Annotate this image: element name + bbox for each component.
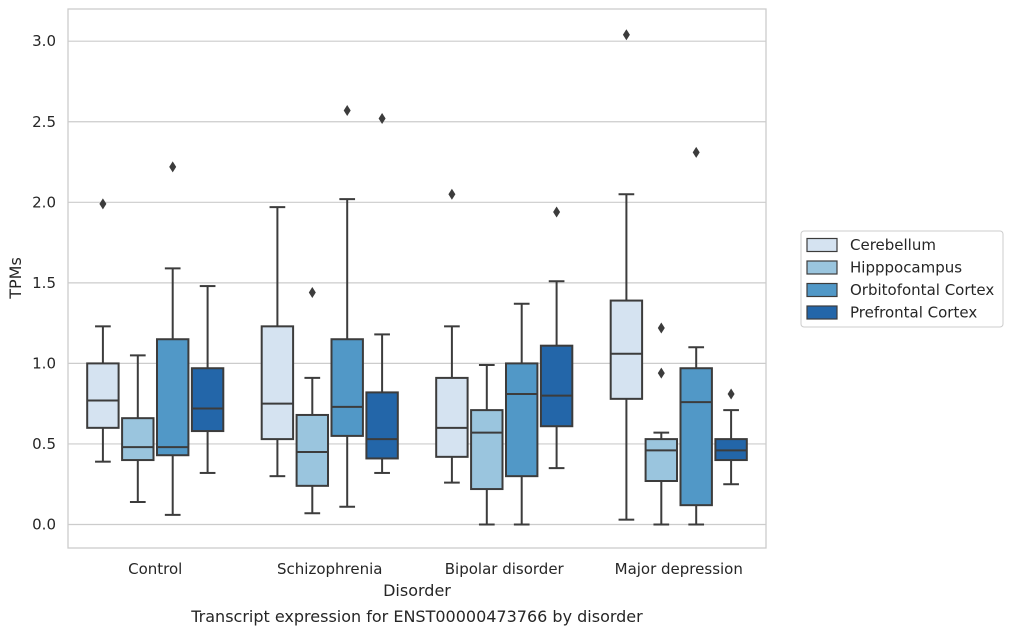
box-group <box>365 113 399 474</box>
chart-caption: Transcript expression for ENST0000047376… <box>190 607 643 626</box>
x-tick-labels: Control Schizophrenia Bipolar disorder Majo… <box>128 560 743 578</box>
outlier-point <box>308 287 316 299</box>
box <box>470 409 504 491</box>
box <box>121 417 155 462</box>
y-tick-label: 1.0 <box>32 354 56 372</box>
y-tick-label: 0.5 <box>32 435 56 453</box>
box <box>190 367 225 433</box>
outlier-point <box>99 198 107 210</box>
y-tick-label: 2.5 <box>32 113 56 131</box>
legend-swatch <box>806 305 838 320</box>
box-group <box>190 285 225 474</box>
box <box>295 413 330 487</box>
box-group <box>644 322 679 526</box>
outlier-point <box>378 113 386 125</box>
box <box>539 344 574 428</box>
outlier-point <box>553 206 561 218</box>
x-tick-label: Schizophrenia <box>277 560 382 578</box>
box-group <box>86 198 120 463</box>
y-axis-label: TPMs <box>6 257 25 300</box>
box-group <box>714 388 748 486</box>
x-tick-label: Control <box>128 560 182 578</box>
box <box>644 438 679 483</box>
box <box>609 299 644 400</box>
legend-swatch <box>806 260 838 275</box>
box <box>155 338 190 457</box>
outlier-point <box>692 146 700 158</box>
legend-label: Orbitofontal Cortex <box>850 281 994 299</box>
outlier-point <box>727 388 735 400</box>
box <box>86 362 120 429</box>
y-tick-label: 3.0 <box>32 32 56 50</box>
box-group <box>539 206 574 470</box>
legend-swatch <box>806 282 838 298</box>
box-group <box>504 302 539 526</box>
y-tick-label: 1.5 <box>32 274 56 292</box>
box-group <box>121 354 155 503</box>
box <box>435 376 469 458</box>
box-plot-area <box>86 29 748 526</box>
legend: Cerebellum Hipppocampus Orbitofontal Corte… <box>800 230 1004 328</box>
outlier-point <box>657 322 665 334</box>
box <box>260 325 295 441</box>
box <box>504 362 539 478</box>
box-group <box>679 146 713 526</box>
x-tick-label: Bipolar disorder <box>445 560 565 578</box>
box-group <box>260 206 295 478</box>
legend-swatch <box>806 237 838 253</box>
box <box>330 338 364 437</box>
box-group <box>155 161 190 516</box>
x-axis-label: Disorder <box>383 581 451 600</box>
outlier-point <box>343 104 351 116</box>
legend-frame <box>800 230 1004 328</box>
y-tick-label: 2.0 <box>32 193 56 211</box>
y-tick-label: 0.0 <box>32 516 56 534</box>
x-tick-label: Major depression <box>615 560 743 578</box>
box-group <box>435 188 469 484</box>
plot-frame <box>67 8 767 549</box>
outlier-point <box>448 188 456 200</box>
box-group <box>330 104 364 508</box>
legend-label: Prefrontal Cortex <box>850 304 977 322</box>
box-group <box>295 287 330 515</box>
box <box>365 391 399 460</box>
box-group <box>470 364 504 526</box>
outlier-point <box>657 367 665 379</box>
legend-label: Cerebellum <box>850 236 936 254</box>
outlier-point <box>169 161 177 173</box>
legend-label: Hipppocampus <box>850 259 962 277</box>
outlier-point <box>622 29 630 41</box>
y-tick-labels: 0.0 0.5 1.0 1.5 2.0 2.5 3.0 <box>32 32 56 533</box>
box-group <box>609 29 644 521</box>
box <box>679 367 713 507</box>
